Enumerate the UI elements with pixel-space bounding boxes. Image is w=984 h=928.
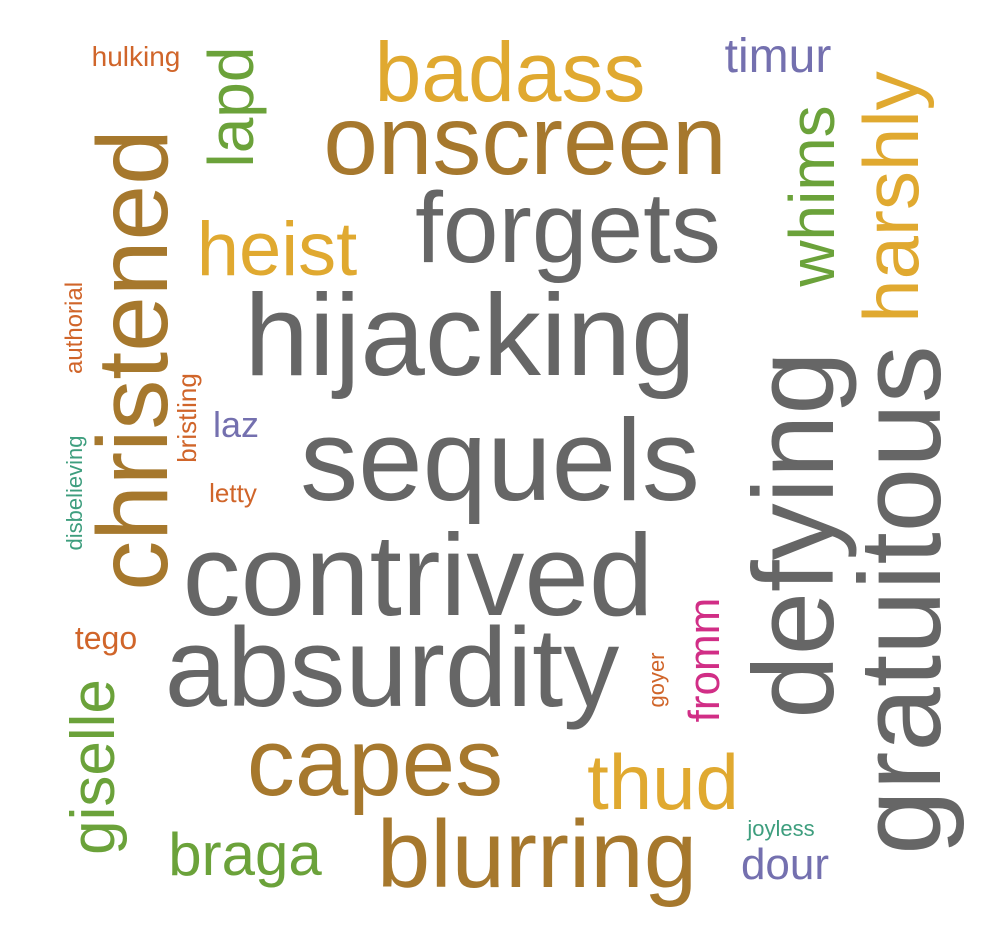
word-bristling: bristling xyxy=(172,373,202,463)
word-badass: badass xyxy=(374,25,646,119)
word-forgets: forgets xyxy=(415,172,721,284)
word-absurdity: absurdity xyxy=(164,605,620,730)
word-onscreen: onscreen xyxy=(323,85,727,195)
word-letty: letty xyxy=(209,478,257,508)
word-giselle: giselle xyxy=(59,679,128,855)
word-whims: whims xyxy=(776,105,848,287)
word-dour: dour xyxy=(740,840,830,889)
word-braga: braga xyxy=(168,821,322,888)
word-thud: thud xyxy=(587,738,739,826)
word-tego: tego xyxy=(74,620,138,656)
word-heist: heist xyxy=(196,207,358,292)
word-contrived: contrived xyxy=(182,510,654,640)
word-timur: timur xyxy=(724,30,832,83)
word-gratuitous: gratuitous xyxy=(835,345,965,855)
word-authorial: authorial xyxy=(61,281,88,375)
word-lapd: lapd xyxy=(195,46,267,168)
word-goyer: goyer xyxy=(644,652,669,708)
word-joyless: joyless xyxy=(747,816,815,841)
word-fromm: fromm xyxy=(680,597,729,723)
word-christened: christened xyxy=(77,129,189,591)
word-hijacking: hijacking xyxy=(244,270,696,400)
word-capes: capes xyxy=(246,709,504,816)
word-sequels: sequels xyxy=(300,395,700,525)
word-hulking: hulking xyxy=(91,41,181,72)
word-laz: laz xyxy=(212,404,260,445)
word-disbelieving: disbelieving xyxy=(62,435,87,551)
word-blurring: blurring xyxy=(376,801,698,908)
word-harshly: harshly xyxy=(847,71,935,323)
